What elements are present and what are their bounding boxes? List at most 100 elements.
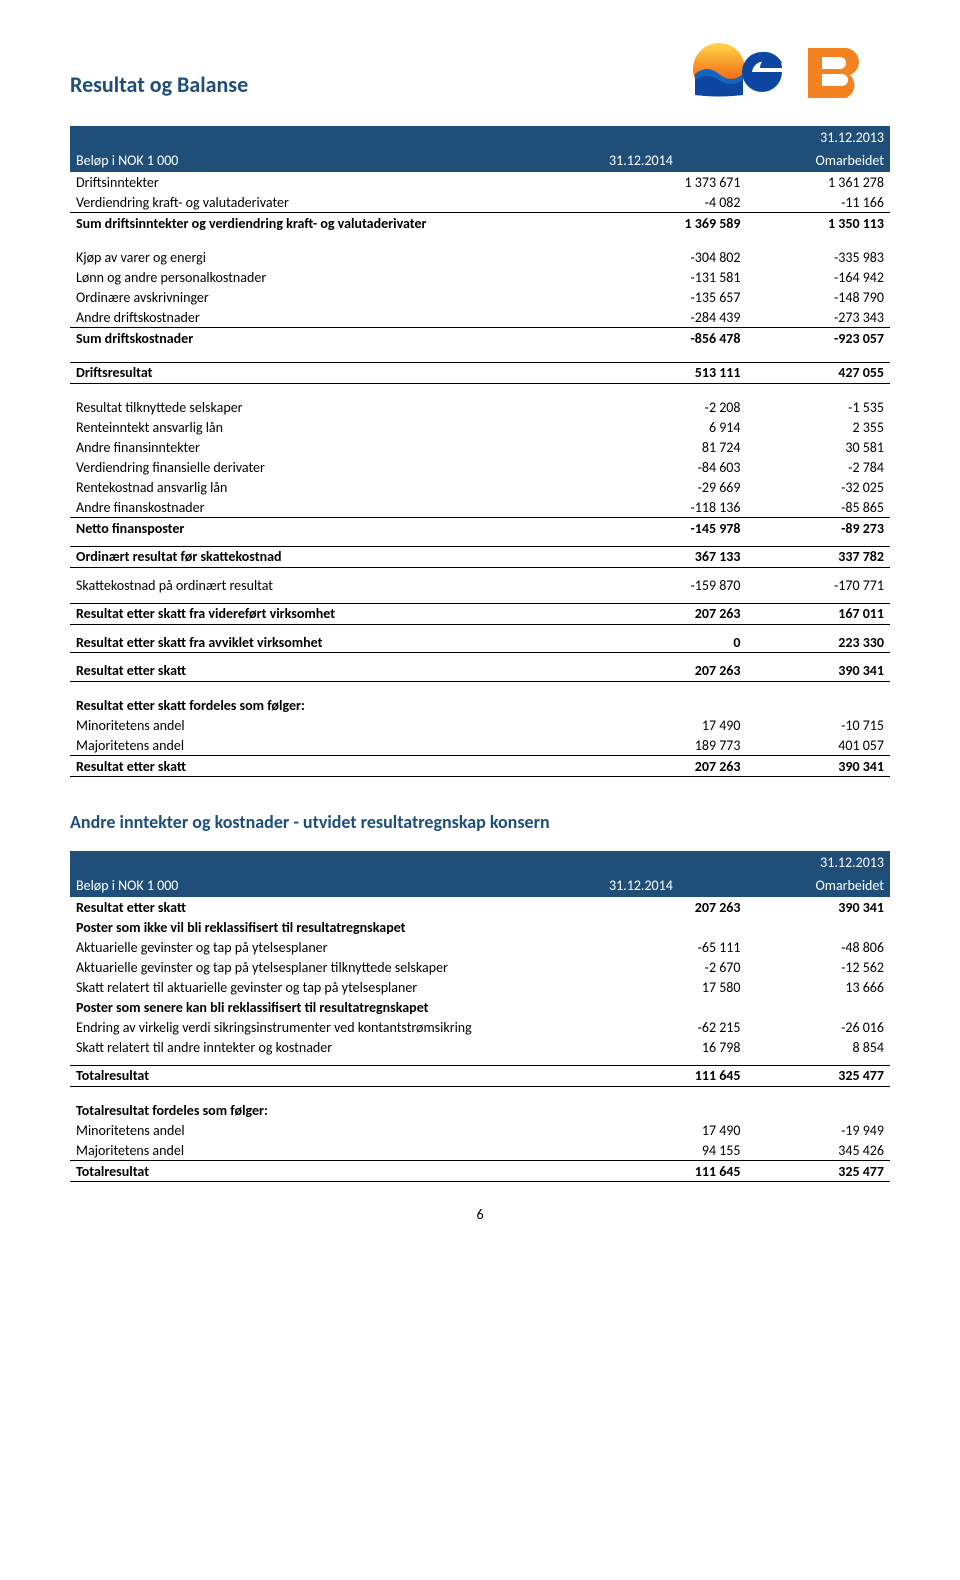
row-value-b: -85 865: [747, 497, 891, 518]
row-value-b: -170 771: [747, 575, 891, 595]
table-row: [70, 1057, 890, 1065]
row-value-b: [747, 997, 891, 1017]
table-row: Majoritetens andel189 773401 057: [70, 735, 890, 756]
row-value-a: -29 669: [603, 477, 747, 497]
row-label: Andre driftskostnader: [70, 307, 603, 328]
table-row: [70, 233, 890, 247]
row-value-a: 94 155: [603, 1140, 747, 1161]
row-value-b: [747, 695, 891, 715]
row-value-b: 167 011: [747, 603, 891, 624]
row-label: Sum driftsinntekter og verdiendring kraf…: [70, 213, 603, 234]
table-row: Driftsinntekter1 373 6711 361 278: [70, 172, 890, 192]
table-row: Netto finansposter-145 978-89 273: [70, 518, 890, 539]
other-income-table: Beløp i NOK 1 000 31.12.2013 31.12.2014 …: [70, 851, 890, 1182]
row-value-a: [603, 917, 747, 937]
table-row: Minoritetens andel17 490-10 715: [70, 715, 890, 735]
row-value-b: 2 355: [747, 417, 891, 437]
table-row: Skatt relatert til aktuarielle gevinster…: [70, 977, 890, 997]
row-value-a: 111 645: [603, 1161, 747, 1182]
row-label: Skatt relatert til aktuarielle gevinster…: [70, 977, 603, 997]
table-row: Rentekostnad ansvarlig lån-29 669-32 025: [70, 477, 890, 497]
row-value-a: 207 263: [603, 603, 747, 624]
row-value-b: 325 477: [747, 1161, 891, 1182]
row-value-b: -10 715: [747, 715, 891, 735]
table-row: Totalresultat111 645325 477: [70, 1065, 890, 1086]
row-value-a: -65 111: [603, 937, 747, 957]
table-row: Driftsresultat513 111427 055: [70, 362, 890, 383]
row-value-a: 81 724: [603, 437, 747, 457]
table-row: [70, 624, 890, 632]
section-title: Andre inntekter og kostnader - utvidet r…: [70, 811, 890, 833]
row-value-b: -148 790: [747, 287, 891, 307]
row-value-a: 189 773: [603, 735, 747, 756]
row-label: Totalresultat: [70, 1065, 603, 1086]
table-row: Skattekostnad på ordinært resultat-159 8…: [70, 575, 890, 595]
table-row: Resultat etter skatt207 263390 341: [70, 756, 890, 777]
table-row: Sum driftskostnader-856 478-923 057: [70, 328, 890, 349]
row-label: Verdiendring kraft- og valutaderivater: [70, 192, 603, 213]
row-value-a: -2 208: [603, 397, 747, 417]
row-label: Resultat tilknyttede selskaper: [70, 397, 603, 417]
table-row: Andre finanskostnader-118 136-85 865: [70, 497, 890, 518]
row-value-a: -304 802: [603, 247, 747, 267]
row-label: Resultat etter skatt fordeles som følger…: [70, 695, 603, 715]
row-label: Ordinært resultat før skattekostnad: [70, 546, 603, 567]
table-row: Poster som ikke vil bli reklassifisert t…: [70, 917, 890, 937]
row-value-a: 111 645: [603, 1065, 747, 1086]
table-row: Endring av virkelig verdi sikringsinstru…: [70, 1017, 890, 1037]
row-value-a: -84 603: [603, 457, 747, 477]
row-value-a: 207 263: [603, 661, 747, 682]
row-value-b: -19 949: [747, 1120, 891, 1140]
header-col2: 31.12.2014: [603, 149, 747, 172]
row-value-b: -26 016: [747, 1017, 891, 1037]
table-row: Renteinntekt ansvarlig lån6 9142 355: [70, 417, 890, 437]
row-value-a: -4 082: [603, 192, 747, 213]
row-value-a: 207 263: [603, 756, 747, 777]
table-row: Majoritetens andel94 155345 426: [70, 1140, 890, 1161]
table-row: Resultat etter skatt fra avviklet virkso…: [70, 632, 890, 653]
row-value-b: 13 666: [747, 977, 891, 997]
row-label: Aktuarielle gevinster og tap på ytelsesp…: [70, 937, 603, 957]
row-label: Ordinære avskrivninger: [70, 287, 603, 307]
table-row: Resultat etter skatt fordeles som følger…: [70, 695, 890, 715]
table-row: Totalresultat111 645325 477: [70, 1161, 890, 1182]
row-value-a: 207 263: [603, 897, 747, 917]
table-row: Ordinære avskrivninger-135 657-148 790: [70, 287, 890, 307]
row-value-a: [603, 1100, 747, 1120]
header-col2: 31.12.2014: [603, 874, 747, 897]
row-value-a: 367 133: [603, 546, 747, 567]
row-value-b: -12 562: [747, 957, 891, 977]
row-label: Minoritetens andel: [70, 715, 603, 735]
row-label: Totalresultat fordeles som følger:: [70, 1100, 603, 1120]
row-value-b: [747, 917, 891, 937]
row-value-b: -2 784: [747, 457, 891, 477]
row-value-a: 16 798: [603, 1037, 747, 1057]
table-row: Andre driftskostnader-284 439-273 343: [70, 307, 890, 328]
row-value-a: 513 111: [603, 362, 747, 383]
table-header: Beløp i NOK 1 000 31.12.2013 31.12.2014 …: [70, 851, 890, 897]
row-label: Driftsresultat: [70, 362, 603, 383]
row-value-b: 401 057: [747, 735, 891, 756]
row-label: Endring av virkelig verdi sikringsinstru…: [70, 1017, 603, 1037]
row-label: Sum driftskostnader: [70, 328, 603, 349]
row-label: Skatt relatert til andre inntekter og ko…: [70, 1037, 603, 1057]
row-label: Verdiendring finansielle derivater: [70, 457, 603, 477]
table-row: Totalresultat fordeles som følger:: [70, 1100, 890, 1120]
table-row: Ordinært resultat før skattekostnad367 1…: [70, 546, 890, 567]
table-row: Resultat etter skatt fra videreført virk…: [70, 603, 890, 624]
row-value-a: [603, 997, 747, 1017]
page-header: Resultat og Balanse: [70, 40, 890, 98]
row-value-a: 0: [603, 632, 747, 653]
table-row: Resultat etter skatt207 263390 341: [70, 661, 890, 682]
table-row: Verdiendring finansielle derivater-84 60…: [70, 457, 890, 477]
header-label: Beløp i NOK 1 000: [70, 851, 603, 897]
table-row: [70, 538, 890, 546]
table-row: Resultat tilknyttede selskaper-2 208-1 5…: [70, 397, 890, 417]
table-row: Kjøp av varer og energi-304 802-335 983: [70, 247, 890, 267]
row-label: Driftsinntekter: [70, 172, 603, 192]
table-row: [70, 348, 890, 362]
table-row: Resultat etter skatt207 263390 341: [70, 897, 890, 917]
row-value-b: 30 581: [747, 437, 891, 457]
table-row: [70, 1086, 890, 1100]
row-value-b: 1 350 113: [747, 213, 891, 234]
